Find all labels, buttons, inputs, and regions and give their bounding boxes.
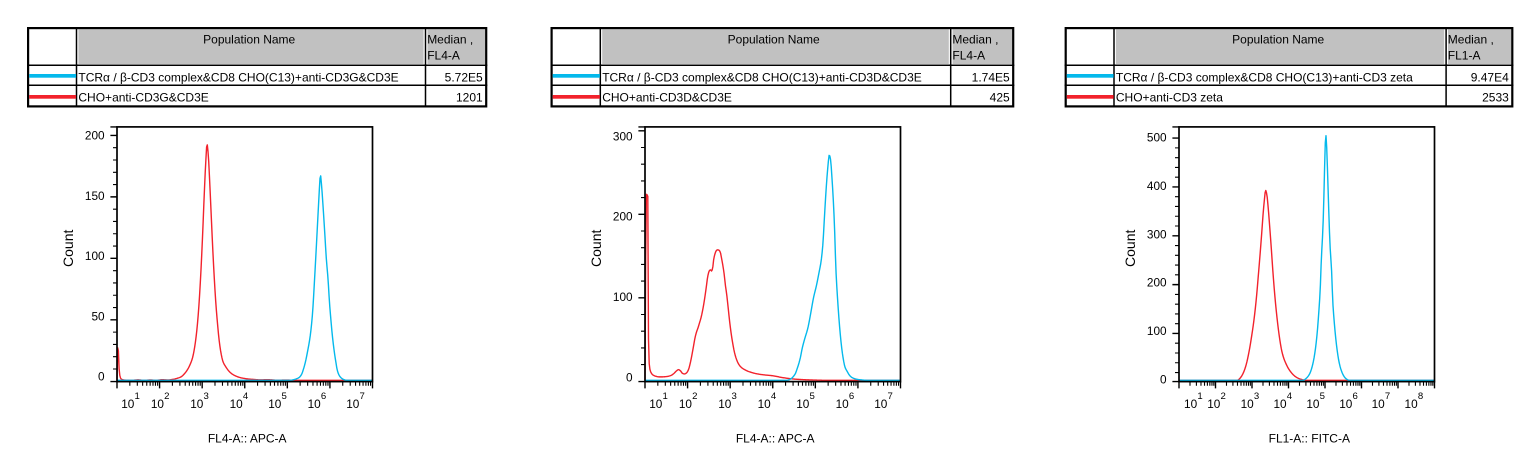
svg-text:150: 150 [85,189,105,203]
svg-text:Population Name: Population Name [1232,32,1324,46]
svg-text:0: 0 [98,370,105,384]
svg-text:4: 4 [1287,391,1293,402]
svg-text:2: 2 [692,391,697,402]
svg-text:1: 1 [135,391,140,402]
svg-text:10: 10 [1405,397,1419,411]
svg-text:TCRα / β-CD3 complex&CD8 CHO(C: TCRα / β-CD3 complex&CD8 CHO(C13)+anti-C… [78,71,398,85]
svg-text:50: 50 [91,309,105,323]
svg-text:FL1-A:: FITC-A: FL1-A:: FITC-A [1269,431,1350,445]
svg-text:FL4-A: FL4-A [952,49,985,63]
svg-text:10: 10 [308,397,322,411]
svg-text:2: 2 [1221,391,1226,402]
svg-text:300: 300 [1147,227,1167,241]
svg-text:Median ,: Median , [1448,32,1494,46]
svg-text:100: 100 [613,290,633,304]
svg-text:10: 10 [679,397,693,411]
svg-text:8: 8 [1418,391,1423,402]
svg-text:1: 1 [1197,391,1202,402]
svg-text:200: 200 [85,129,105,143]
svg-text:FL4-A:: APC-A: FL4-A:: APC-A [736,431,815,445]
svg-text:6: 6 [1353,391,1358,402]
svg-text:7: 7 [888,391,893,402]
svg-text:TCRα / β-CD3 complex&CD8 CHO(C: TCRα / β-CD3 complex&CD8 CHO(C13)+anti-C… [602,71,922,85]
svg-text:500: 500 [1147,131,1167,145]
svg-text:6: 6 [849,391,854,402]
svg-text:100: 100 [1147,324,1167,338]
svg-text:6: 6 [321,391,326,402]
svg-text:10: 10 [796,397,810,411]
svg-text:10: 10 [1207,397,1221,411]
svg-text:425: 425 [990,91,1010,105]
svg-text:1.74E5: 1.74E5 [972,71,1010,85]
svg-text:200: 200 [613,210,633,224]
svg-text:10: 10 [758,397,772,411]
svg-text:Count: Count [1122,230,1138,267]
svg-text:Population Name: Population Name [728,32,820,46]
svg-text:1: 1 [663,391,668,402]
svg-text:10: 10 [874,397,888,411]
svg-text:7: 7 [1385,391,1390,402]
svg-text:10: 10 [230,397,244,411]
svg-text:3: 3 [1254,391,1259,402]
svg-text:Population Name: Population Name [203,32,295,46]
svg-text:4: 4 [771,391,777,402]
svg-text:9.47E4: 9.47E4 [1471,71,1509,85]
svg-text:CHO+anti-CD3D&CD3E: CHO+anti-CD3D&CD3E [602,91,732,105]
svg-text:Median ,: Median , [427,32,473,46]
svg-text:10: 10 [268,397,282,411]
svg-text:10: 10 [151,397,165,411]
svg-text:300: 300 [613,129,633,143]
svg-text:10: 10 [1339,397,1353,411]
svg-text:10: 10 [836,397,850,411]
svg-text:10: 10 [1306,397,1320,411]
svg-text:10: 10 [1372,397,1386,411]
svg-text:4: 4 [243,391,249,402]
svg-text:5: 5 [810,391,815,402]
svg-text:10: 10 [718,397,732,411]
svg-text:5.72E5: 5.72E5 [445,71,483,85]
svg-text:400: 400 [1147,179,1167,193]
svg-text:2533: 2533 [1482,91,1509,105]
svg-text:CHO+anti-CD3G&CD3E: CHO+anti-CD3G&CD3E [78,91,208,105]
svg-text:10: 10 [1241,397,1255,411]
svg-text:10: 10 [1184,397,1198,411]
svg-text:Count: Count [588,230,604,267]
svg-text:10: 10 [121,397,135,411]
svg-text:Count: Count [60,230,76,267]
svg-text:100: 100 [85,249,105,263]
svg-text:1201: 1201 [456,91,483,105]
svg-text:0: 0 [1160,372,1167,386]
svg-text:10: 10 [190,397,204,411]
svg-text:3: 3 [732,391,737,402]
svg-text:5: 5 [1320,391,1325,402]
svg-text:3: 3 [204,391,209,402]
svg-text:0: 0 [626,370,633,384]
svg-text:10: 10 [346,397,360,411]
svg-text:FL4-A: FL4-A [427,49,460,63]
svg-text:CHO+anti-CD3 zeta: CHO+anti-CD3 zeta [1116,91,1223,105]
svg-text:5: 5 [282,391,287,402]
svg-text:Median ,: Median , [952,32,998,46]
svg-text:10: 10 [649,397,663,411]
svg-text:FL1-A: FL1-A [1448,49,1481,63]
svg-text:7: 7 [360,391,365,402]
svg-text:TCRα / β-CD3 complex&CD8 CHO(C: TCRα / β-CD3 complex&CD8 CHO(C13)+anti-C… [1116,71,1413,85]
svg-text:FL4-A:: APC-A: FL4-A:: APC-A [208,431,287,445]
svg-text:200: 200 [1147,276,1167,290]
svg-text:2: 2 [164,391,169,402]
svg-text:10: 10 [1273,397,1287,411]
